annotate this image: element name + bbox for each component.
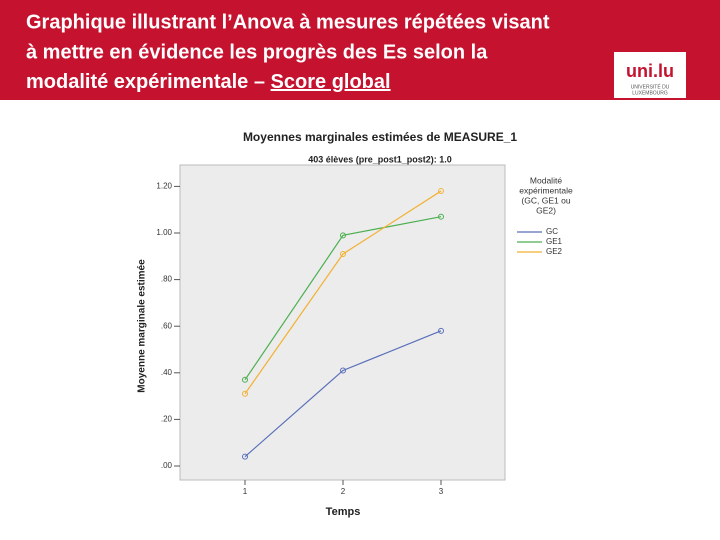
legend-title: Modalité bbox=[530, 175, 562, 185]
slide-title: modalité expérimentale – Score global bbox=[26, 71, 391, 93]
legend-label: GE1 bbox=[546, 237, 563, 246]
plot-area bbox=[179, 164, 506, 481]
series-line bbox=[244, 330, 442, 458]
slide-title: modalité expérimentale – bbox=[26, 71, 271, 93]
logo-box bbox=[614, 52, 686, 98]
legend-title: (GC, GE1 ou bbox=[521, 195, 570, 205]
point bbox=[438, 327, 444, 334]
logo-line: LUXEMBOURG bbox=[632, 90, 668, 96]
point bbox=[242, 376, 248, 383]
slide-title: à mettre en évidence les progrès des Es … bbox=[26, 41, 488, 63]
series-line bbox=[244, 216, 442, 381]
point bbox=[340, 250, 346, 257]
x-axis-label: Temps bbox=[326, 506, 361, 518]
series-line bbox=[244, 190, 442, 395]
x-tick-label: 2 bbox=[341, 487, 346, 496]
y-tick-label: .80 bbox=[161, 275, 173, 284]
legend-label: GE2 bbox=[546, 247, 563, 256]
logo-line: UNIVERSITÉ DU bbox=[631, 83, 670, 90]
slide-title-underlined: Score global bbox=[271, 71, 391, 93]
legend-title: expérimentale bbox=[519, 185, 573, 195]
point bbox=[438, 213, 444, 220]
y-tick-label: .00 bbox=[161, 461, 173, 470]
point bbox=[438, 188, 444, 195]
point bbox=[242, 390, 248, 397]
x-tick-label: 3 bbox=[439, 487, 444, 496]
x-tick-label: 1 bbox=[243, 487, 248, 496]
logo: uni.lu bbox=[626, 61, 674, 81]
y-axis-label: Moyenne marginale estimée bbox=[137, 259, 148, 393]
header-band bbox=[0, 0, 720, 100]
legend-title: GE2) bbox=[536, 205, 556, 215]
y-tick-label: .20 bbox=[161, 415, 173, 424]
point bbox=[242, 453, 248, 460]
legend-label: GC bbox=[546, 227, 558, 236]
y-tick-label: .60 bbox=[161, 321, 173, 330]
point bbox=[340, 367, 346, 374]
chart-title: Moyennes marginales estimées de MEASURE_… bbox=[243, 130, 517, 144]
slide-title: Graphique illustrant l’Anova à mesures r… bbox=[26, 11, 550, 33]
point bbox=[340, 232, 346, 239]
y-tick-label: .40 bbox=[161, 368, 173, 377]
y-tick-label: 1.00 bbox=[156, 228, 172, 237]
y-tick-label: 1.20 bbox=[156, 182, 172, 191]
chart-subtitle: 403 élèves (pre_post1_post2): 1.0 bbox=[308, 154, 452, 164]
